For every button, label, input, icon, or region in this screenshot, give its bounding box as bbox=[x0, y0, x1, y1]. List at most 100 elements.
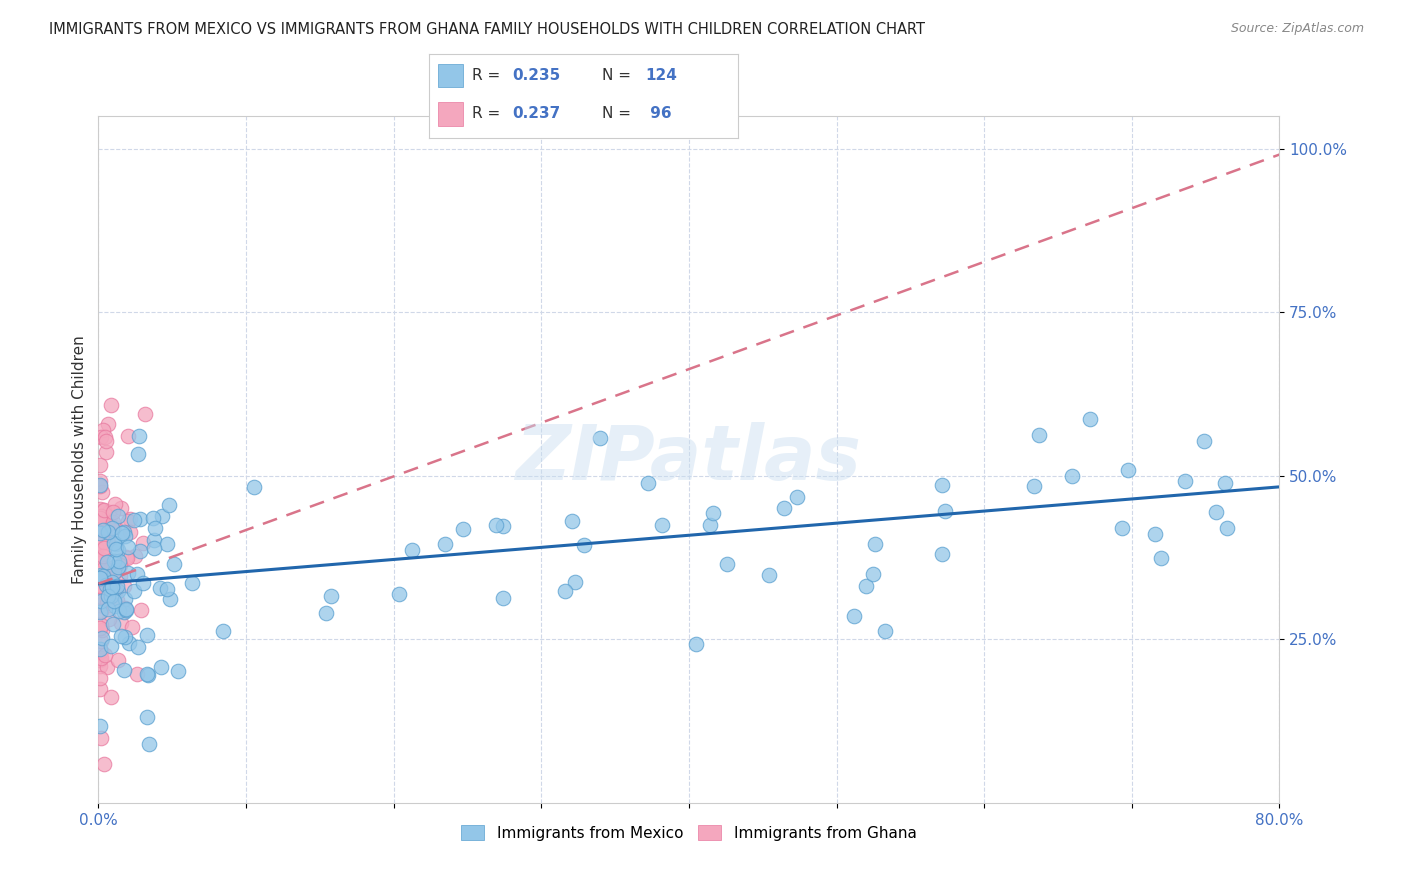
Point bbox=[90, 633, 112, 648]
Point bbox=[105, 537, 128, 551]
Point bbox=[117, 540, 139, 554]
Text: R =: R = bbox=[472, 68, 505, 83]
Point bbox=[107, 509, 129, 524]
Point bbox=[862, 566, 884, 581]
Point bbox=[117, 514, 139, 528]
Point bbox=[143, 541, 166, 555]
Point bbox=[115, 550, 138, 565]
Point bbox=[699, 518, 721, 533]
Point bbox=[114, 601, 136, 615]
Point bbox=[1192, 434, 1215, 449]
Point bbox=[103, 566, 125, 580]
Point bbox=[105, 563, 128, 577]
Point bbox=[101, 617, 124, 632]
Point bbox=[127, 640, 149, 654]
Point bbox=[90, 604, 112, 618]
Point bbox=[388, 587, 411, 601]
Text: 0.237: 0.237 bbox=[512, 106, 561, 121]
Point bbox=[651, 518, 673, 533]
Point bbox=[105, 541, 128, 556]
Point bbox=[89, 581, 111, 595]
Point bbox=[93, 502, 115, 516]
Point bbox=[93, 549, 115, 563]
Point bbox=[127, 447, 149, 461]
Point bbox=[89, 510, 111, 524]
Point bbox=[89, 682, 111, 697]
Point bbox=[98, 504, 121, 518]
Point bbox=[89, 641, 111, 656]
Point bbox=[93, 503, 115, 517]
Point bbox=[434, 537, 457, 551]
Point bbox=[564, 575, 586, 590]
Point bbox=[98, 582, 121, 596]
Y-axis label: Family Households with Children: Family Households with Children bbox=[72, 335, 87, 583]
Point bbox=[589, 431, 612, 445]
Point bbox=[93, 541, 115, 555]
Point bbox=[89, 502, 111, 516]
Text: N =: N = bbox=[602, 106, 636, 121]
Point bbox=[91, 591, 114, 605]
Point bbox=[136, 668, 159, 682]
Point bbox=[1174, 474, 1197, 488]
Point bbox=[93, 524, 115, 538]
Point bbox=[91, 525, 114, 540]
Point bbox=[93, 648, 115, 662]
Point bbox=[97, 593, 120, 607]
Point bbox=[89, 659, 111, 673]
Point bbox=[103, 505, 125, 519]
Point bbox=[90, 429, 112, 443]
Point bbox=[1213, 475, 1236, 490]
Point bbox=[93, 569, 115, 583]
Point bbox=[103, 536, 125, 550]
Point bbox=[1116, 463, 1139, 477]
Point bbox=[702, 506, 724, 520]
Point bbox=[157, 498, 180, 512]
Point bbox=[111, 525, 134, 540]
Point bbox=[875, 624, 897, 638]
Point bbox=[492, 591, 515, 606]
Point bbox=[101, 580, 124, 594]
Point bbox=[114, 603, 136, 617]
Point bbox=[100, 398, 122, 412]
Point bbox=[90, 553, 112, 567]
Point bbox=[108, 558, 131, 573]
Legend: Immigrants from Mexico, Immigrants from Ghana: Immigrants from Mexico, Immigrants from … bbox=[456, 819, 922, 847]
Point bbox=[89, 719, 111, 733]
Text: R =: R = bbox=[472, 106, 505, 121]
Point bbox=[212, 624, 235, 639]
Point bbox=[96, 578, 118, 592]
Point bbox=[89, 474, 111, 488]
Point bbox=[89, 578, 111, 592]
Point bbox=[91, 484, 114, 499]
Point bbox=[143, 533, 166, 548]
Point bbox=[107, 553, 129, 567]
Point bbox=[107, 653, 129, 667]
Point bbox=[128, 429, 150, 443]
Text: IMMIGRANTS FROM MEXICO VS IMMIGRANTS FROM GHANA FAMILY HOUSEHOLDS WITH CHILDREN : IMMIGRANTS FROM MEXICO VS IMMIGRANTS FRO… bbox=[49, 22, 925, 37]
Point bbox=[89, 579, 111, 593]
Point bbox=[149, 581, 172, 595]
Point bbox=[97, 417, 120, 431]
Point bbox=[89, 552, 111, 566]
Point bbox=[90, 520, 112, 534]
Point bbox=[112, 663, 135, 677]
Point bbox=[1028, 427, 1050, 442]
Point bbox=[89, 653, 111, 667]
Point bbox=[96, 577, 118, 591]
Point bbox=[122, 584, 145, 599]
Point bbox=[90, 617, 112, 632]
Text: 0.235: 0.235 bbox=[512, 68, 561, 83]
Point bbox=[122, 513, 145, 527]
Point bbox=[91, 523, 114, 537]
Point bbox=[89, 621, 111, 635]
Point bbox=[554, 584, 576, 599]
Point bbox=[773, 500, 796, 515]
Point bbox=[96, 532, 118, 546]
Point bbox=[156, 582, 179, 597]
Point bbox=[115, 550, 138, 565]
Point bbox=[100, 589, 122, 603]
Point bbox=[89, 598, 111, 612]
Point bbox=[107, 543, 129, 558]
Point bbox=[89, 644, 111, 658]
Point bbox=[89, 523, 111, 537]
